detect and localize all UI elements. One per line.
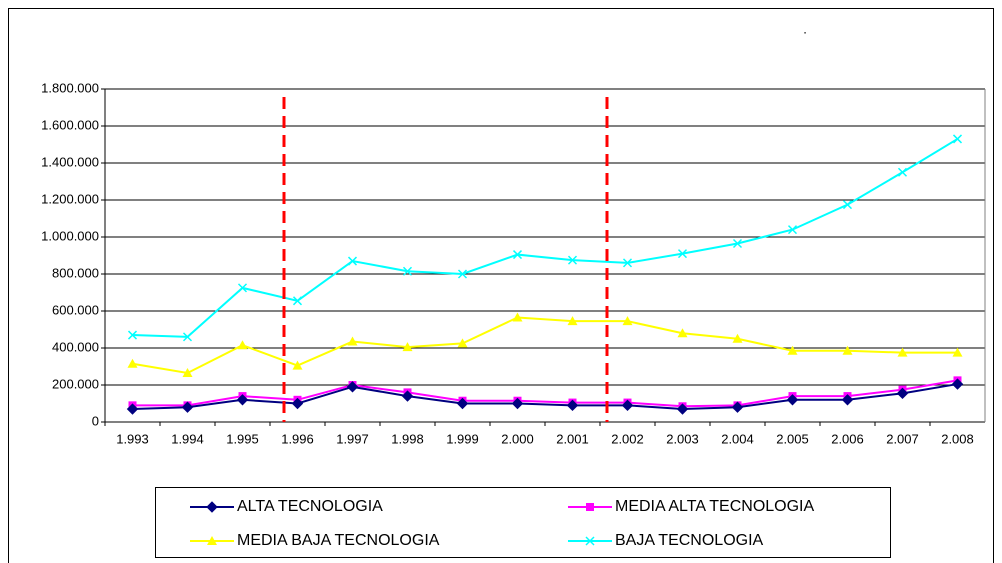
marker xyxy=(402,342,413,352)
y-tick-label: 200.000 xyxy=(52,376,99,391)
marker xyxy=(347,256,358,266)
legend xyxy=(155,487,891,558)
marker xyxy=(292,360,303,370)
x-tick-label: 1.998 xyxy=(391,431,424,446)
x-tick-label: 1.996 xyxy=(281,431,314,446)
x-tick-label: 2.001 xyxy=(556,431,589,446)
marker xyxy=(206,501,218,513)
x-tick-label: 1.993 xyxy=(116,431,149,446)
y-tick-label: 800.000 xyxy=(52,265,99,280)
y-tick-label: 0 xyxy=(92,413,99,428)
marker xyxy=(291,397,304,410)
marker xyxy=(952,134,963,144)
marker xyxy=(457,269,468,279)
marker xyxy=(207,536,217,545)
marker xyxy=(841,394,854,406)
marker xyxy=(346,381,359,393)
marker xyxy=(952,347,963,357)
marker xyxy=(732,238,743,249)
marker xyxy=(897,167,908,177)
marker xyxy=(182,367,193,377)
marker xyxy=(456,397,469,410)
marker xyxy=(897,347,908,357)
marker xyxy=(951,378,964,390)
marker xyxy=(842,200,853,210)
x-tick-label: 2.004 xyxy=(721,431,754,446)
marker xyxy=(567,255,578,265)
marker xyxy=(677,249,688,259)
marker xyxy=(566,399,579,412)
marker xyxy=(567,316,578,326)
marker xyxy=(127,330,138,340)
marker xyxy=(622,258,633,268)
marker xyxy=(512,250,523,260)
marker xyxy=(677,328,688,338)
series-line xyxy=(132,383,958,411)
marker xyxy=(182,332,193,342)
marker xyxy=(126,403,139,415)
marker xyxy=(402,266,413,276)
x-tick-label: 2.000 xyxy=(501,431,534,446)
marker xyxy=(786,394,799,406)
marker xyxy=(237,340,248,350)
x-tick-label: 1.995 xyxy=(226,431,259,446)
marker xyxy=(787,345,798,355)
chart-frame xyxy=(8,8,994,563)
marker xyxy=(401,390,414,402)
marker xyxy=(347,336,358,346)
series-line xyxy=(132,138,959,338)
marker xyxy=(586,503,594,511)
marker xyxy=(622,316,633,326)
marker xyxy=(621,399,634,412)
legend-label: MEDIA ALTA TECNOLOGIA xyxy=(615,498,815,515)
y-tick-label: 1.800.000 xyxy=(41,80,99,95)
marker xyxy=(512,312,523,322)
marker xyxy=(292,296,303,306)
marker xyxy=(787,225,798,235)
y-tick-label: 1.400.000 xyxy=(41,154,99,169)
marker xyxy=(585,536,595,546)
marker xyxy=(237,283,248,293)
x-tick-label: 2.008 xyxy=(941,431,974,446)
marker xyxy=(731,401,744,413)
series-line xyxy=(132,379,958,408)
x-tick-label: 2.005 xyxy=(776,431,809,446)
marker xyxy=(896,387,909,400)
marker xyxy=(181,401,194,413)
marker xyxy=(127,358,138,368)
y-tick-label: 600.000 xyxy=(52,302,99,317)
marker xyxy=(732,333,743,343)
marker xyxy=(236,394,249,406)
x-tick-label: 2.007 xyxy=(886,431,919,446)
legend-label: ALTA TECNOLOGIA xyxy=(237,498,383,515)
x-tick-label: 1.999 xyxy=(446,431,479,446)
y-tick-label: 400.000 xyxy=(52,339,99,354)
x-tick-label: 2.006 xyxy=(831,431,864,446)
y-tick-label: 1.000.000 xyxy=(41,228,99,243)
marker xyxy=(842,345,853,355)
legend-label: MEDIA BAJA TECNOLOGIA xyxy=(237,532,440,549)
x-tick-label: 1.994 xyxy=(171,431,204,446)
y-tick-label: 1.600.000 xyxy=(41,117,99,132)
marker xyxy=(457,338,468,348)
series-line xyxy=(132,316,958,375)
marker xyxy=(676,403,689,415)
annotation: . xyxy=(803,21,807,36)
marker xyxy=(511,397,524,410)
y-tick-label: 1.200.000 xyxy=(41,191,99,206)
x-tick-label: 2.003 xyxy=(666,431,699,446)
x-tick-label: 1.997 xyxy=(336,431,369,446)
x-tick-label: 2.002 xyxy=(611,431,644,446)
legend-label: BAJA TECNOLOGIA xyxy=(615,532,764,549)
